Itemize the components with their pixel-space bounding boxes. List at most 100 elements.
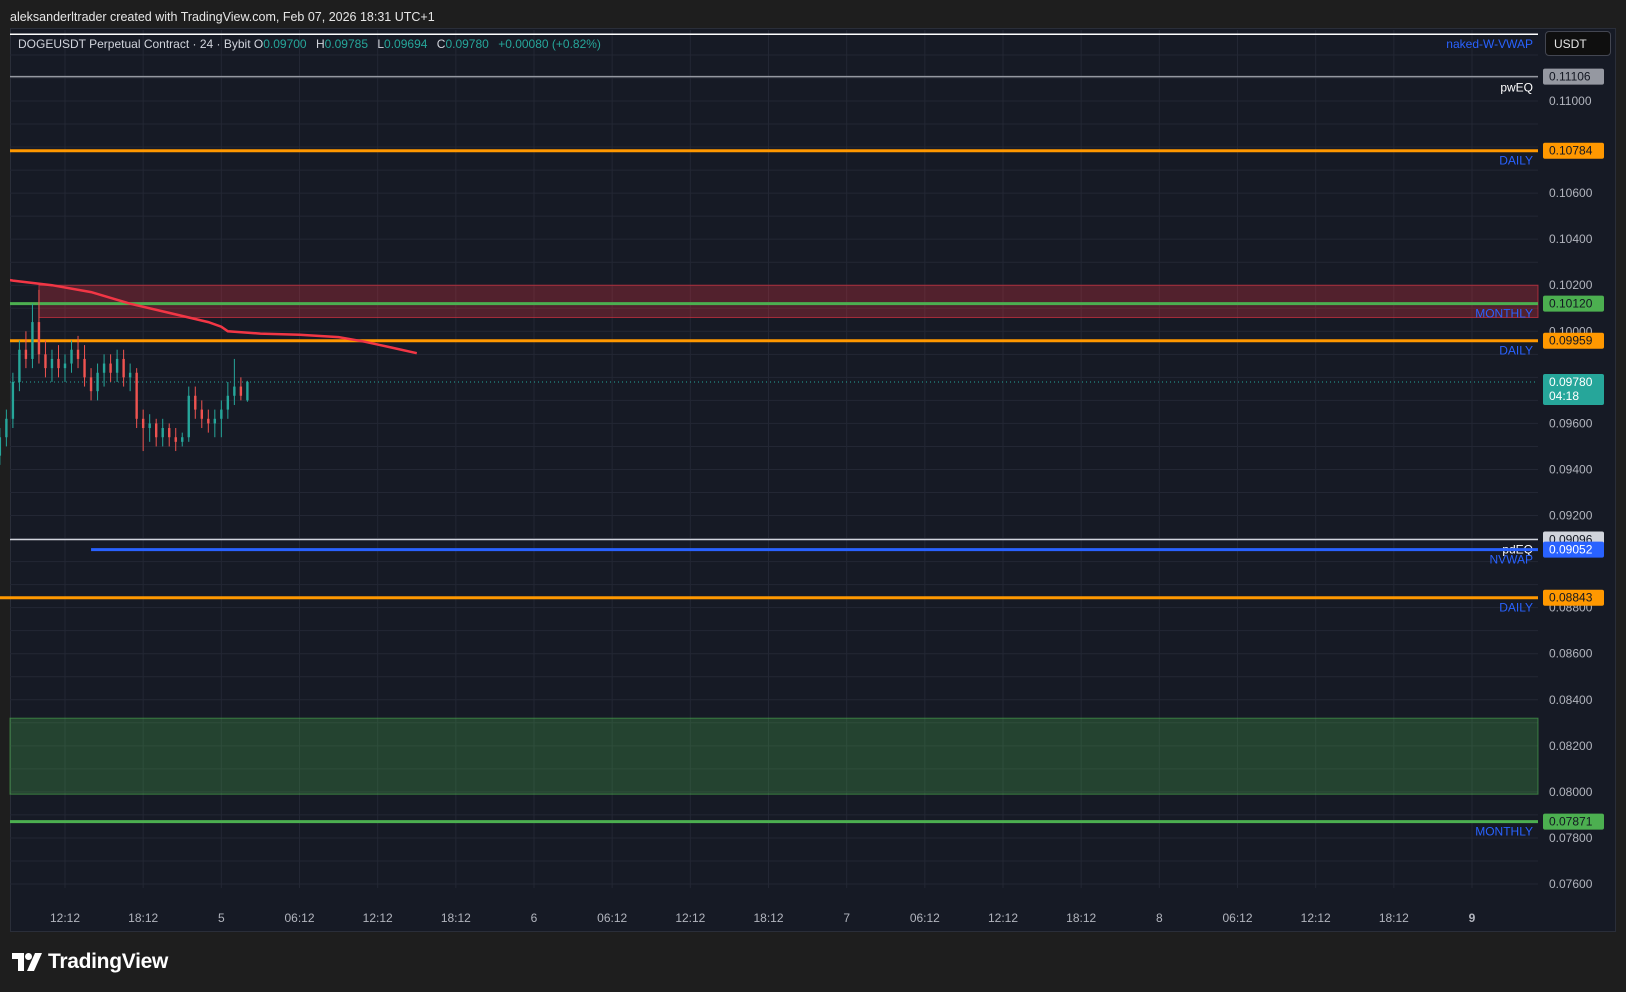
y-tick-label: 0.09400 <box>1549 462 1593 476</box>
supply-zone <box>38 284 1539 318</box>
candle-body <box>96 372 99 392</box>
candle <box>226 381 230 419</box>
x-tick-label: 5 <box>218 911 225 925</box>
tradingview-brand[interactable]: TradingView <box>12 950 168 974</box>
currency-button[interactable]: USDT <box>1545 31 1611 56</box>
level-label-daily-1: DAILY <box>1499 154 1533 168</box>
candle <box>31 303 34 369</box>
x-tick-label: 6 <box>531 911 538 925</box>
last-price-text: 0.09780 <box>1549 375 1593 389</box>
candle-body <box>200 409 203 419</box>
candle <box>63 354 67 382</box>
candle-body <box>239 386 243 396</box>
level-label-nvwap: NVWAP <box>1489 553 1533 567</box>
candle <box>109 354 112 382</box>
level-label-naked-W-VWAP: naked-W-VWAP <box>1446 37 1533 51</box>
candle-body <box>0 437 2 456</box>
candle-body <box>187 395 190 438</box>
x-tick-label: 12:12 <box>50 911 80 925</box>
y-tick-label: 0.09200 <box>1549 509 1593 523</box>
price-tag-text-daily-2: 0.09959 <box>1549 334 1593 348</box>
y-tick-label: 0.08000 <box>1549 785 1593 799</box>
candle-body <box>109 363 112 373</box>
chart-frame[interactable] <box>10 28 1616 932</box>
ohlc-legend: DOGEUSDT Perpetual Contract · 24 · Bybit… <box>18 37 607 51</box>
price-tag-text-daily-3: 0.08843 <box>1549 591 1593 605</box>
high-label: H <box>315 37 325 51</box>
x-tick-label: 06:12 <box>284 911 314 925</box>
candle <box>233 358 236 405</box>
candle <box>57 345 60 378</box>
candle <box>213 409 217 438</box>
x-tick-label: 06:12 <box>1222 911 1252 925</box>
candle-body <box>174 437 177 442</box>
level-label-monthly-2: MONTHLY <box>1475 825 1533 839</box>
candle <box>122 349 125 387</box>
candle-body <box>246 381 249 401</box>
price-tag-text-monthly-1: 0.10120 <box>1549 297 1593 311</box>
candle-body <box>5 418 8 438</box>
candle-body <box>181 437 184 442</box>
x-tick-label: 18:12 <box>1379 911 1409 925</box>
candle <box>141 409 145 452</box>
candle <box>70 340 73 373</box>
close-label: C <box>436 37 446 51</box>
candle-body <box>18 349 21 382</box>
x-tick-label: 12:12 <box>988 911 1018 925</box>
x-tick-label: 18:12 <box>1066 911 1096 925</box>
candle <box>115 349 119 382</box>
candle <box>5 409 8 447</box>
candle-body <box>135 372 138 419</box>
open-value: 0.09700 <box>263 37 307 51</box>
x-tick-label: 8 <box>1156 911 1163 925</box>
price-tag-daily-2 <box>1543 332 1604 349</box>
level-label-monthly-1: MONTHLY <box>1475 307 1533 321</box>
y-tick-label: 0.07600 <box>1549 877 1593 891</box>
chart-caption: aleksanderltrader created with TradingVi… <box>10 10 435 24</box>
candle <box>187 386 190 442</box>
y-tick-label: 0.08200 <box>1549 739 1593 753</box>
candle-body <box>148 423 151 429</box>
last-price-tag <box>1543 373 1604 405</box>
x-tick-label: 12:12 <box>675 911 705 925</box>
candle-body <box>50 358 54 369</box>
candle <box>102 354 106 387</box>
candle-body <box>168 428 171 438</box>
candle <box>194 386 197 419</box>
candle-body <box>207 418 210 424</box>
candle-body <box>161 428 164 438</box>
y-tick-label: 0.10400 <box>1549 232 1593 246</box>
y-tick-label: 0.10200 <box>1549 278 1593 292</box>
countdown-text: 04:18 <box>1549 389 1579 403</box>
price-tag-text-nvwap: 0.09052 <box>1549 543 1593 557</box>
symbol-name[interactable]: DOGEUSDT Perpetual Contract · 24 · Bybit <box>18 37 251 51</box>
candle <box>83 345 86 387</box>
change-value: +0.00080 (+0.82%) <box>498 37 601 51</box>
brand-name: TradingView <box>48 950 169 973</box>
y-tick-label: 0.08600 <box>1549 647 1593 661</box>
level-label-daily-3: DAILY <box>1499 601 1533 615</box>
low-label: L <box>377 37 385 51</box>
candle-body <box>37 322 41 355</box>
candle-body <box>76 349 80 359</box>
low-value: 0.09694 <box>384 37 428 51</box>
candle-body <box>115 358 119 373</box>
price-tag-text-daily-1: 0.10784 <box>1549 144 1593 158</box>
candle <box>128 363 132 392</box>
price-tag-nvwap <box>1543 541 1604 558</box>
candle-body <box>44 354 47 369</box>
candle <box>18 340 21 392</box>
x-tick-label: 18:12 <box>128 911 158 925</box>
x-tick-label: 18:12 <box>441 911 471 925</box>
vwap-curve <box>10 278 418 355</box>
price-tag-pwEQ <box>1543 68 1604 85</box>
x-tick-label: 9 <box>1469 911 1476 925</box>
candle-body <box>213 418 217 424</box>
candle-body <box>83 358 86 378</box>
candle-body <box>226 395 230 410</box>
candle-body <box>233 386 236 396</box>
candle <box>154 418 158 447</box>
price-tag-monthly-1 <box>1543 295 1604 312</box>
x-tick-label: 06:12 <box>597 911 627 925</box>
